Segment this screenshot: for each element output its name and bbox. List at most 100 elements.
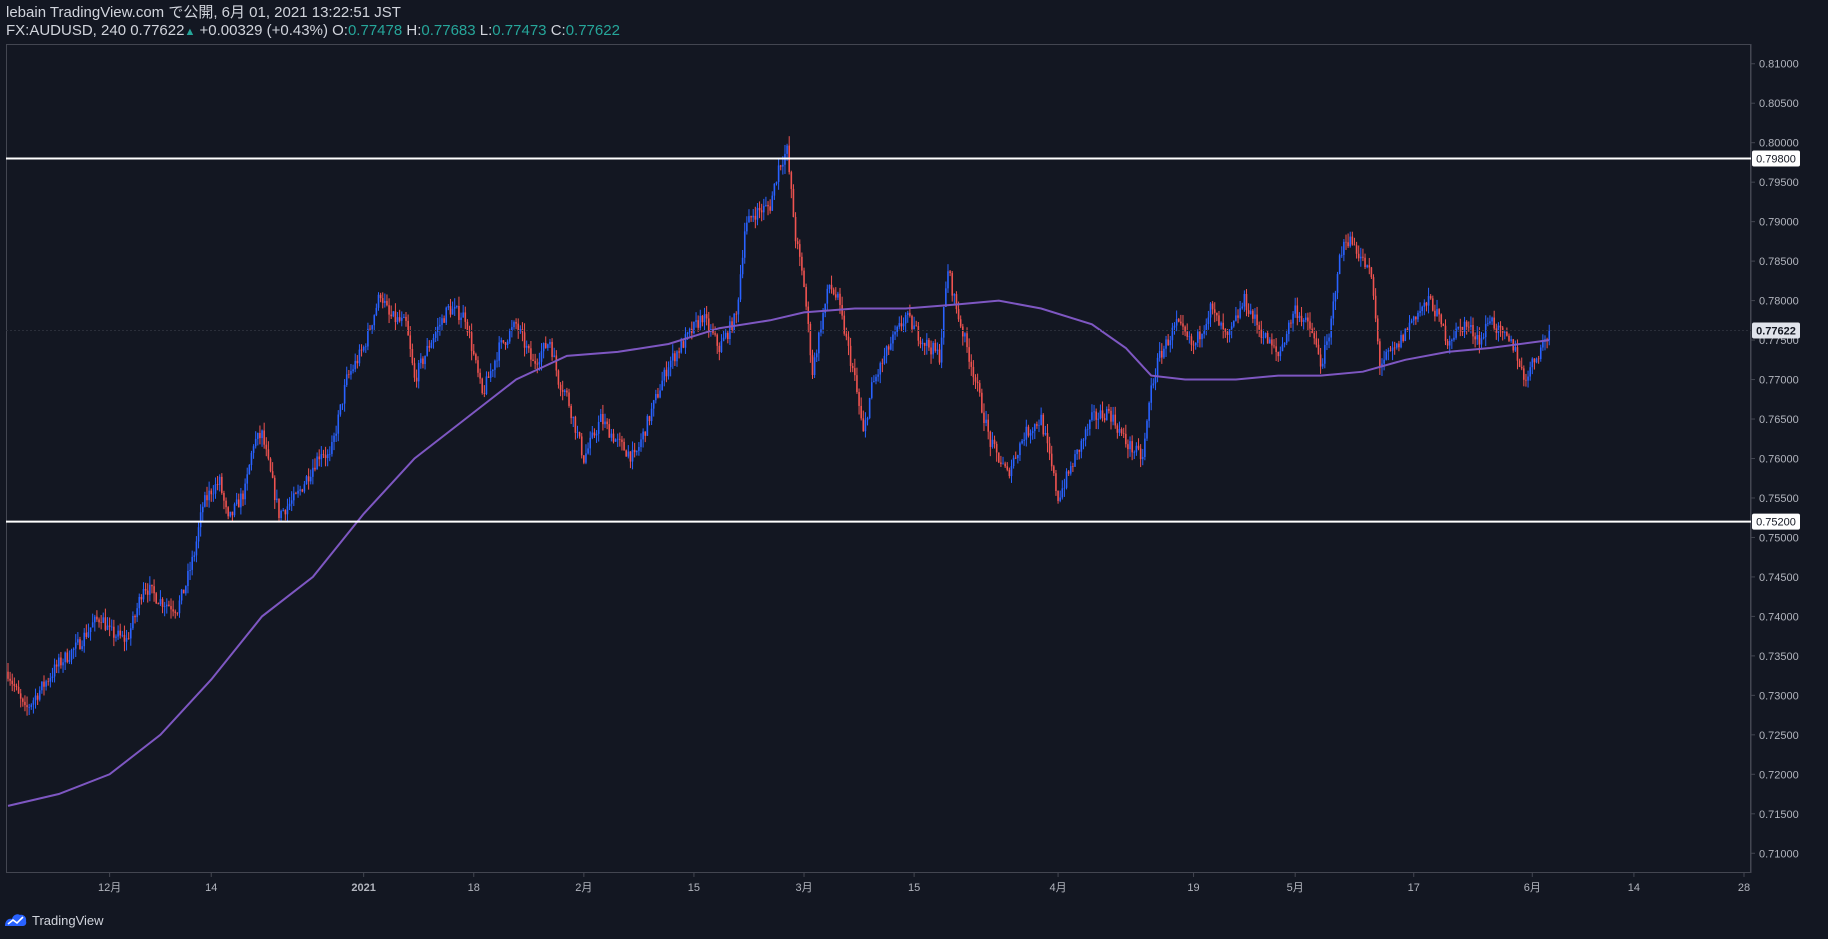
- candle-body: [396, 317, 399, 323]
- horizontal-levels[interactable]: 0.79800 0.75200: [6, 150, 1800, 530]
- candle-body: [1453, 337, 1455, 340]
- candle-body: [1169, 340, 1172, 346]
- candle-body: [1542, 341, 1544, 348]
- candle-body: [426, 345, 428, 356]
- candle-body: [828, 284, 831, 289]
- level-label-box: [1752, 513, 1800, 530]
- candle-body: [1448, 340, 1451, 346]
- candle-body: [248, 465, 251, 475]
- candle-body: [1457, 326, 1459, 329]
- candle-body: [902, 323, 905, 327]
- candle-body: [375, 307, 378, 316]
- candle-body: [1252, 310, 1254, 319]
- candle-body: [178, 600, 181, 614]
- candle-body: [1105, 409, 1108, 421]
- candle-body: [369, 328, 371, 330]
- candle-body: [303, 484, 306, 492]
- candle-body: [917, 326, 920, 341]
- candle-body: [646, 416, 649, 436]
- y-tick-label: 0.78000: [1759, 296, 1799, 308]
- candle-body: [282, 510, 285, 511]
- candle-body: [682, 341, 685, 348]
- candle-body: [1150, 385, 1153, 403]
- candle-body: [705, 314, 708, 319]
- candle-body: [407, 320, 409, 336]
- candle-body: [767, 204, 769, 207]
- candle-body: [19, 693, 22, 699]
- candle-body: [1186, 331, 1189, 337]
- y-tick-label: 0.76500: [1759, 414, 1799, 426]
- candle-body: [1393, 347, 1396, 349]
- candle-body: [1372, 277, 1375, 296]
- candle-body: [1036, 424, 1038, 426]
- candle-body: [214, 484, 217, 494]
- candle-body: [743, 231, 746, 258]
- candle-body: [1091, 412, 1093, 420]
- x-tick-label: 28: [1738, 882, 1750, 894]
- candle-body: [1131, 441, 1133, 453]
- candle-body: [534, 361, 536, 364]
- candle-body: [237, 499, 240, 508]
- candle-body: [223, 492, 225, 501]
- candle-body: [657, 394, 659, 398]
- candle-body: [890, 343, 892, 350]
- candle-body: [492, 369, 494, 372]
- candle-body: [1313, 333, 1316, 339]
- candle-body: [187, 570, 189, 587]
- footer: TradingView: [4, 910, 104, 930]
- candle-body: [688, 328, 691, 333]
- candle-body: [32, 700, 35, 705]
- candle-body: [1014, 457, 1017, 459]
- candle-body: [502, 340, 505, 343]
- candle-body: [1095, 411, 1097, 420]
- candle-body: [451, 308, 454, 315]
- candle-body: [263, 430, 265, 445]
- candle-body: [1482, 337, 1485, 339]
- candle-body: [333, 435, 335, 442]
- candle-body: [561, 389, 564, 392]
- x-tick-label: 14: [205, 882, 217, 894]
- candle-body: [1423, 302, 1426, 307]
- candle-body: [1165, 339, 1167, 349]
- candle-body: [648, 416, 651, 422]
- candle-body: [894, 331, 896, 335]
- candle-body: [813, 357, 816, 375]
- ma-line: [7, 299, 1550, 807]
- candle-body: [354, 360, 356, 370]
- price-axis[interactable]: 0.71000 0.71500 0.72000 0.72500 0.73000 0.735…: [1751, 59, 1799, 861]
- candle-body: [94, 616, 96, 623]
- candle-body: [100, 622, 102, 623]
- candle-body: [966, 333, 968, 348]
- candle-body: [161, 599, 164, 607]
- last-price-box: [1752, 322, 1800, 339]
- candle-body: [174, 611, 177, 613]
- candle-body: [1531, 358, 1534, 368]
- candle-body: [629, 451, 632, 462]
- candle-body: [360, 349, 363, 351]
- candle-body: [472, 350, 475, 355]
- candle-body: [1122, 433, 1125, 434]
- candle-body: [1345, 241, 1347, 243]
- candle-body: [557, 370, 560, 385]
- candle-body: [1228, 329, 1231, 335]
- candle-body: [66, 652, 69, 662]
- candle-body: [945, 288, 947, 307]
- candle-body: [28, 707, 30, 708]
- symbol-label[interactable]: FX:AUDUSD, 240: [6, 22, 127, 39]
- candle-body: [326, 453, 329, 459]
- time-axis[interactable]: 12月 14 2021 18 2月 15 3月 15 4月 19 5月 17 6月 14 28: [98, 873, 1750, 894]
- candle-body: [1283, 342, 1286, 345]
- candle-body: [70, 650, 73, 660]
- candle-body: [1467, 326, 1470, 328]
- candle-body: [45, 681, 47, 687]
- candle-body: [860, 405, 862, 419]
- candle-body: [991, 439, 994, 447]
- candle-body: [885, 346, 888, 356]
- candle-body: [11, 680, 14, 684]
- candle-body: [1474, 336, 1476, 340]
- candle-body: [1000, 462, 1002, 465]
- candle-body: [62, 662, 64, 666]
- candle-body: [1012, 457, 1015, 467]
- candle-body: [913, 325, 915, 330]
